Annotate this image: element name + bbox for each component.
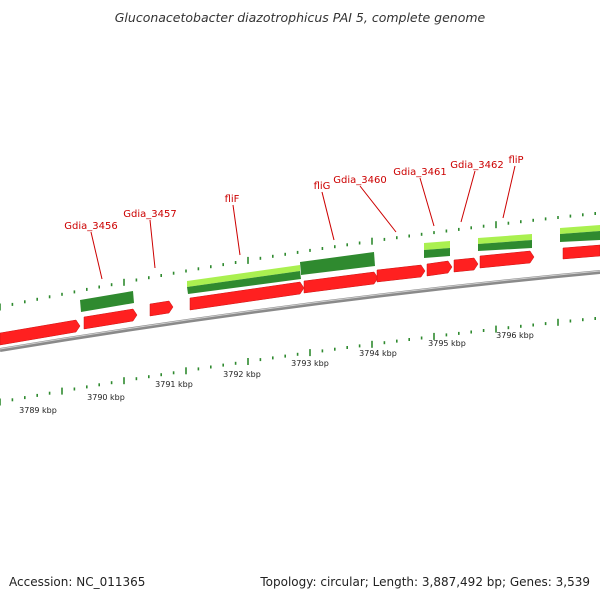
gene-label-texts: Gdia_3456 Gdia_3457 fliF fliG Gdia_3460 … [64,155,523,232]
cds-arrow-red[interactable] [0,319,81,346]
gene-block-dark[interactable] [187,271,301,294]
gene-block-dark[interactable] [300,252,375,275]
accession-text: Accession: NC_011365 [9,575,146,589]
leader-line [90,231,103,280]
scale-label: 3790 kbp [87,393,125,402]
cds-arrow-red[interactable] [189,281,305,311]
gene-label-gdia3462[interactable]: Gdia_3462 [450,160,503,171]
gene-features [80,225,600,312]
outer-tick-ring [0,212,597,311]
cds-arrow-red[interactable] [562,244,600,260]
gene-block-light[interactable] [424,241,450,250]
cds-arrow-red[interactable] [149,300,174,317]
gene-block-light[interactable] [478,234,532,244]
leader-line [149,219,156,269]
leader-line [232,204,241,256]
gene-label-gdia3461[interactable]: Gdia_3461 [393,167,446,178]
scale-label: 3794 kbp [359,349,397,358]
gene-block-dark[interactable] [560,231,600,242]
gene-block-light[interactable] [187,265,300,287]
gene-label-gdia3460[interactable]: Gdia_3460 [333,175,386,186]
leader-line [460,170,476,223]
cds-arrow-red[interactable] [426,260,453,277]
gene-block-dark[interactable] [478,240,532,251]
gene-block-dark[interactable] [424,248,450,258]
gene-label-flip[interactable]: fliP [508,155,523,166]
cds-arrow-red[interactable] [453,257,479,273]
cds-arrow-red[interactable] [303,271,379,294]
gene-block-dark[interactable] [80,291,134,312]
genome-backbone [0,270,600,352]
scale-label: 3792 kbp [223,370,261,379]
gene-label-flif[interactable]: fliF [225,194,240,205]
scale-tick-ring [0,317,597,406]
gene-label-gdia3456[interactable]: Gdia_3456 [64,221,117,232]
cds-arrow-red[interactable] [83,308,138,330]
leader-line [419,177,435,227]
cds-arrow-red[interactable] [479,250,535,269]
scale-label: 3793 kbp [291,359,329,368]
genome-summary-text: Topology: circular; Length: 3,887,492 bp… [260,575,590,589]
cds-arrow-red[interactable] [376,264,426,283]
leader-line [359,185,397,233]
scale-label: 3791 kbp [155,380,193,389]
map-title: Gluconacetobacter diazotrophicus PAI 5, … [114,10,486,25]
scale-label: 3795 kbp [428,339,466,348]
scale-labels: 3789 kbp 3790 kbp 3791 kbp 3792 kbp 3793… [19,331,534,415]
scale-label: 3789 kbp [19,406,57,415]
gene-label-flig[interactable]: fliG [314,181,331,192]
scale-label: 3796 kbp [496,331,534,340]
gene-labels [90,165,516,280]
leader-line [321,191,335,241]
leader-line [502,165,516,219]
gene-label-gdia3457[interactable]: Gdia_3457 [123,209,176,220]
genome-backbone-highlight [0,270,600,350]
forward-strand-features [0,244,600,346]
